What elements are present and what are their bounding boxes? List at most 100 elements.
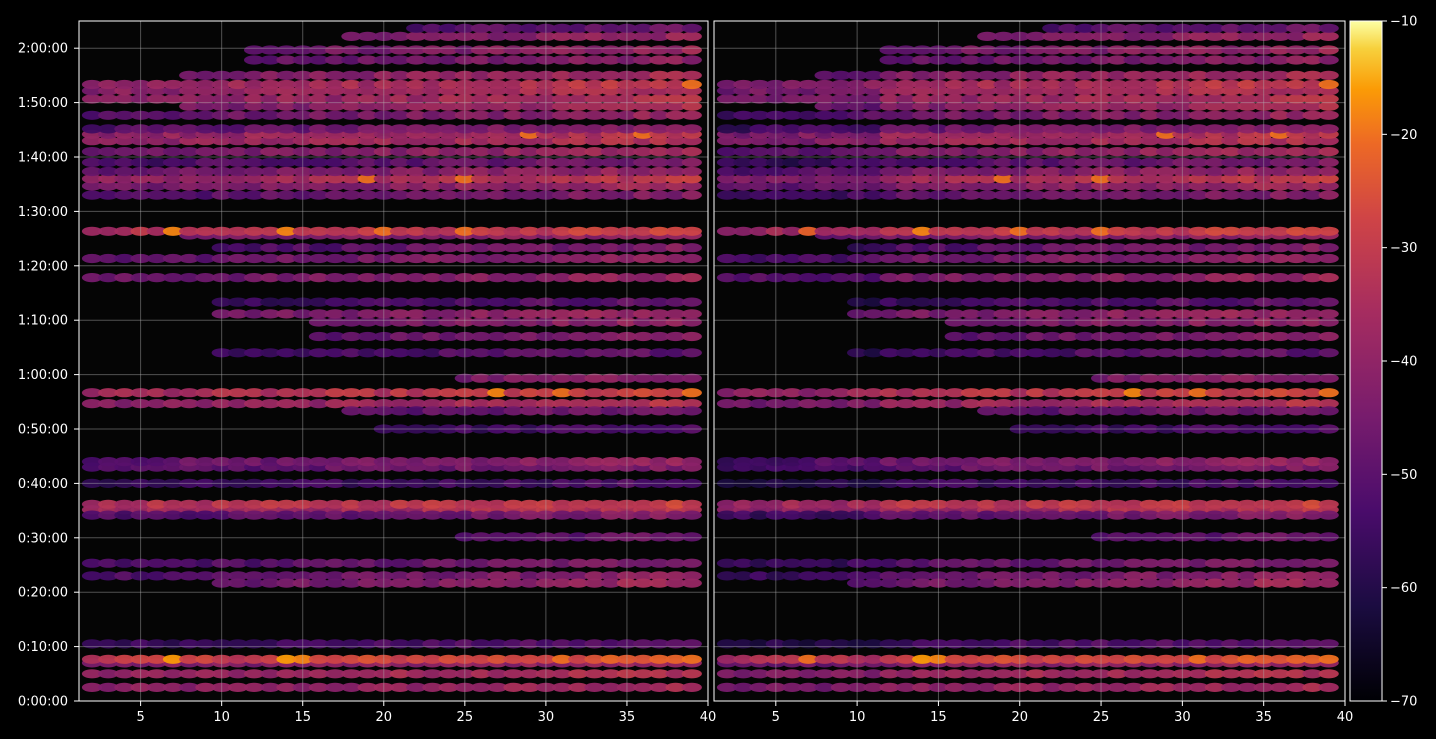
heatmap-cell-left-25-11: [227, 273, 248, 283]
heatmap-cell-right-42-22: [1042, 86, 1063, 96]
heatmap-cell-right-0-18: [977, 682, 998, 693]
heatmap-cell-left-7-35: [616, 578, 638, 588]
heatmap-cell-right-47-36: [1269, 31, 1290, 41]
heatmap-cell-right-3-34: [1237, 654, 1258, 664]
heatmap-cell-left-1-16: [308, 669, 329, 679]
heatmap-cell-left-31-37: [649, 181, 670, 191]
heatmap-cell-right-10-20: [1009, 510, 1030, 520]
heatmap-cell-left-12-8: [179, 478, 200, 488]
heatmap-cell-left-43-37: [649, 79, 670, 90]
heatmap-cell-left-12-35: [616, 478, 638, 488]
heatmap-cell-right-33-6: [782, 166, 803, 177]
heatmap-cell-left-39-35: [616, 110, 638, 120]
heatmap-cell-right-43-26: [1107, 79, 1128, 90]
heatmap-cell-left-15-20: [373, 399, 394, 409]
heatmap-cell-right-47-38: [1302, 31, 1323, 41]
heatmap-cell-left-34-30: [535, 157, 557, 167]
heatmap-cell-left-29-28: [503, 226, 524, 236]
heatmap-cell-left-27-21: [389, 243, 411, 253]
heatmap-cell-left-14-27: [487, 457, 508, 467]
heatmap-cell-left-23-15: [292, 309, 313, 319]
heatmap-cell-right-34-39: [1318, 157, 1339, 167]
heatmap-cell-left-45-31: [552, 55, 573, 65]
heatmap-cell-left-32-2: [81, 174, 103, 184]
heatmap-cell-left-12-27: [487, 478, 508, 488]
heatmap-cell-left-29-15: [292, 226, 313, 236]
heatmap-cell-left-36-16: [308, 136, 329, 146]
heatmap-cell-left-33-4: [114, 166, 135, 177]
heatmap-cell-right-44-36: [1269, 70, 1290, 80]
heatmap-cell-right-3-39: [1318, 654, 1339, 664]
heatmap-cell-right-40-20: [1009, 101, 1030, 111]
heatmap-cell-left-19-25: [454, 373, 475, 383]
heatmap-cell-left-18-24: [438, 424, 459, 434]
heatmap-cell-right-10-39: [1318, 510, 1339, 520]
heatmap-cell-left-42-36: [633, 86, 654, 96]
heatmap-cell-left-38-20: [373, 124, 394, 134]
heatmap-cell-left-7-29: [519, 578, 540, 588]
heatmap-cell-left-1-25: [454, 669, 475, 679]
heatmap-cell-right-27-32: [1204, 243, 1225, 253]
heatmap-cell-left-38-14: [276, 124, 297, 134]
heatmap-cell-right-45-18: [977, 55, 998, 65]
heatmap-cell-left-41-21: [389, 94, 411, 104]
heatmap-cell-right-40-19: [993, 101, 1014, 111]
heatmap-cell-right-45-34: [1237, 55, 1258, 65]
heatmap-cell-right-6-11: [863, 558, 884, 568]
heatmap-cell-left-27-12: [244, 243, 265, 253]
heatmap-cell-right-0-23: [1058, 682, 1079, 693]
heatmap-cell-right-40-16: [944, 101, 965, 111]
heatmap-cell-right-18-31: [1188, 424, 1209, 434]
heatmap-cell-left-16-38: [665, 388, 686, 398]
heatmap-cell-left-35-14: [276, 147, 297, 157]
heatmap-cell-right-43-25: [1091, 79, 1112, 90]
heatmap-cell-left-32-11: [227, 174, 248, 184]
heatmap-cell-left-26-3: [98, 253, 119, 264]
heatmap-cell-right-3-37: [1286, 654, 1307, 664]
heatmap-cell-right-25-11: [863, 273, 884, 283]
heatmap-cell-left-45-34: [600, 55, 621, 65]
heatmap-cell-right-33-35: [1253, 166, 1274, 177]
heatmap-cell-right-3-3: [733, 654, 754, 664]
heatmap-cell-left-21-34: [600, 331, 621, 342]
heatmap-cell-right-5-9: [830, 571, 852, 581]
heatmap-cell-right-16-34: [1237, 388, 1258, 398]
heatmap-cell-right-44-39: [1318, 70, 1339, 80]
heatmap-cell-left-11-36: [633, 532, 654, 542]
heatmap-cell-left-4-5: [130, 639, 151, 649]
heatmap-cell-left-33-3: [98, 166, 119, 177]
heatmap-cell-left-44-35: [616, 70, 638, 80]
heatmap-cell-right-38-8: [814, 124, 835, 134]
heatmap-cell-right-17-30: [1172, 406, 1193, 416]
heatmap-cell-right-9-33: [1221, 499, 1242, 509]
heatmap-cell-right-39-19: [993, 110, 1014, 120]
heatmap-cell-left-29-14: [276, 226, 297, 236]
heatmap-cell-right-42-38: [1302, 86, 1323, 96]
heatmap-cell-left-31-8: [179, 181, 200, 191]
heatmap-cell-left-29-13: [260, 226, 281, 236]
heatmap-cell-right-35-11: [863, 147, 884, 157]
colorbar-tick-label-1: −20: [1390, 128, 1417, 143]
heatmap-cell-right-16-7: [798, 388, 819, 398]
heatmap-cell-left-40-35: [616, 101, 638, 111]
heatmap-cell-right-24-18: [977, 297, 998, 307]
heatmap-cell-right-42-6: [782, 86, 803, 96]
heatmap-cell-right-29-11: [863, 226, 884, 236]
heatmap-cell-right-11-36: [1269, 532, 1290, 542]
heatmap-cell-left-48-32: [568, 23, 589, 33]
heatmap-cell-right-25-19: [993, 273, 1014, 283]
heatmap-cell-left-33-33: [584, 166, 605, 177]
heatmap-cell-right-17-34: [1237, 406, 1258, 416]
heatmap-cell-right-39-2: [716, 110, 738, 120]
heatmap-cell-left-25-32: [568, 273, 589, 283]
heatmap-cell-right-30-8: [814, 190, 835, 200]
heatmap-cell-right-36-31: [1188, 136, 1209, 146]
heatmap-cell-left-38-10: [211, 124, 232, 134]
heatmap-cell-left-15-12: [244, 399, 265, 409]
heatmap-cell-left-0-14: [276, 682, 297, 693]
heatmap-cell-right-35-35: [1253, 147, 1274, 157]
heatmap-cell-left-33-36: [633, 166, 654, 177]
heatmap-cell-left-30-38: [665, 190, 686, 200]
heatmap-cell-right-26-21: [1025, 253, 1047, 264]
heatmap-cell-left-10-16: [308, 510, 329, 520]
